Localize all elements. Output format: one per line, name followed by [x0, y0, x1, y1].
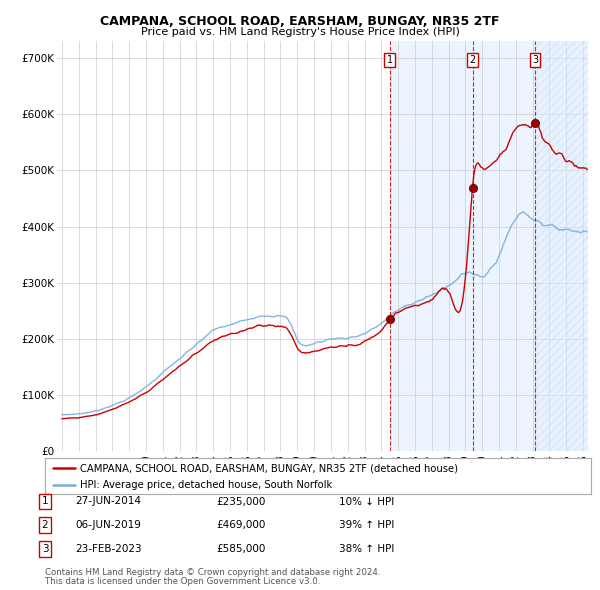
Text: Price paid vs. HM Land Registry's House Price Index (HPI): Price paid vs. HM Land Registry's House …	[140, 28, 460, 37]
Text: CAMPANA, SCHOOL ROAD, EARSHAM, BUNGAY, NR35 2TF: CAMPANA, SCHOOL ROAD, EARSHAM, BUNGAY, N…	[100, 15, 500, 28]
Text: CAMPANA, SCHOOL ROAD, EARSHAM, BUNGAY, NR35 2TF (detached house): CAMPANA, SCHOOL ROAD, EARSHAM, BUNGAY, N…	[80, 463, 458, 473]
Text: 10% ↓ HPI: 10% ↓ HPI	[339, 497, 394, 506]
Text: 06-JUN-2019: 06-JUN-2019	[75, 520, 141, 530]
Text: 27-JUN-2014: 27-JUN-2014	[75, 497, 141, 506]
Text: 23-FEB-2023: 23-FEB-2023	[75, 544, 142, 553]
Text: 3: 3	[41, 544, 49, 553]
Text: 1: 1	[386, 55, 392, 65]
Text: 3: 3	[532, 55, 538, 65]
Text: 2: 2	[41, 520, 49, 530]
Text: HPI: Average price, detached house, South Norfolk: HPI: Average price, detached house, Sout…	[80, 480, 333, 490]
Text: 1: 1	[41, 497, 49, 506]
Text: 38% ↑ HPI: 38% ↑ HPI	[339, 544, 394, 553]
Text: £235,000: £235,000	[216, 497, 265, 506]
Text: 2: 2	[469, 55, 476, 65]
Bar	[535, 41, 588, 451]
Text: Contains HM Land Registry data © Crown copyright and database right 2024.: Contains HM Land Registry data © Crown c…	[45, 568, 380, 577]
Text: £585,000: £585,000	[216, 544, 265, 553]
Bar	[389, 41, 588, 451]
Text: This data is licensed under the Open Government Licence v3.0.: This data is licensed under the Open Gov…	[45, 577, 320, 586]
Text: £469,000: £469,000	[216, 520, 265, 530]
Text: 39% ↑ HPI: 39% ↑ HPI	[339, 520, 394, 530]
